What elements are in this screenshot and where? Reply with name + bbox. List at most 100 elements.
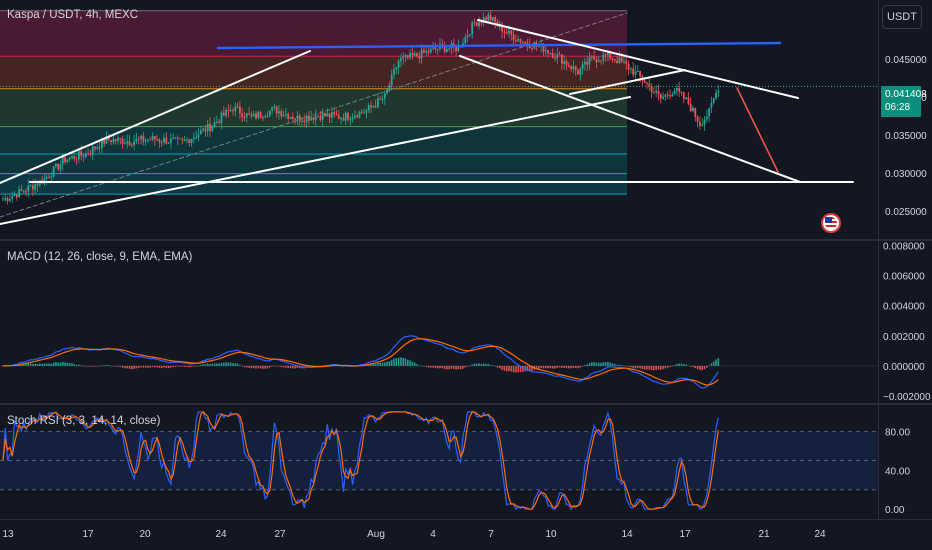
candle-body <box>517 39 520 41</box>
candle-body <box>623 61 625 63</box>
candle-body <box>188 139 191 143</box>
candle-body <box>124 143 126 145</box>
candle-body <box>317 116 319 118</box>
candle-body <box>427 51 430 53</box>
macd-histogram-bar <box>545 365 547 369</box>
macd-histogram-bar <box>717 358 720 366</box>
macd-histogram-bar <box>459 365 462 370</box>
macd-histogram-bar <box>634 365 637 369</box>
macd-histogram-bar <box>133 365 135 369</box>
time-axis-tick: 24 <box>215 529 227 540</box>
candle-body <box>107 136 110 140</box>
macd-histogram-bar <box>193 365 195 367</box>
candle-body <box>710 102 713 108</box>
candle-body <box>266 116 269 118</box>
candle-body <box>245 113 248 118</box>
candle-body <box>170 138 172 143</box>
candle-body <box>487 14 490 21</box>
pane-separator-1[interactable] <box>0 239 932 241</box>
macd-histogram-bar <box>39 363 41 366</box>
macd-histogram-bar <box>27 363 30 366</box>
candle-body <box>475 22 478 27</box>
candle-body <box>103 138 106 144</box>
macd-histogram-bar <box>273 365 276 367</box>
candle-body <box>98 147 101 149</box>
candle-body <box>377 98 379 108</box>
candle-body <box>358 111 361 118</box>
candle-body <box>167 142 170 144</box>
price-axis-tick: 0.035000 <box>885 131 927 142</box>
candle-body <box>611 58 614 60</box>
signal-line <box>2 338 719 386</box>
stoch-d-line <box>2 411 719 510</box>
uptrend-channel-lower <box>0 96 631 225</box>
candle-body <box>648 83 651 86</box>
candle-body <box>75 158 78 160</box>
candle-body <box>554 57 556 59</box>
macd-histogram-bar <box>522 365 524 372</box>
candle-body <box>390 74 393 86</box>
candle-body <box>586 61 589 65</box>
macd-histogram-bar <box>393 358 395 366</box>
currency-button[interactable]: USDT <box>882 5 922 29</box>
candle-body <box>181 139 184 141</box>
macd-histogram-bar <box>517 365 519 373</box>
macd-histogram-bar <box>338 365 340 367</box>
macd-histogram-bar <box>418 365 421 367</box>
macd-histogram-bar <box>135 365 138 369</box>
candle-body <box>365 110 368 113</box>
macd-histogram-bar <box>473 363 476 366</box>
candle-body <box>232 109 234 112</box>
candle-body <box>324 113 326 117</box>
candle-body <box>294 118 296 120</box>
macd-histogram-bar <box>678 363 680 366</box>
candle-body <box>466 35 469 37</box>
macd-histogram-bar <box>78 364 80 366</box>
candle-body <box>416 53 418 57</box>
macd-histogram-bar <box>395 358 398 366</box>
macd-histogram-bar <box>446 365 448 370</box>
macd-histogram-bar <box>388 361 391 366</box>
macd-histogram-bar <box>384 362 386 366</box>
macd-histogram-bar <box>397 357 400 366</box>
candle-body <box>528 44 531 49</box>
macd-histogram-bar <box>128 365 131 369</box>
macd-histogram-bar <box>715 359 717 366</box>
trendline-drawings[interactable] <box>0 12 854 225</box>
fib-zone-1 <box>0 56 627 89</box>
descending-channel-lower <box>459 55 801 183</box>
macd-histogram-bar <box>105 364 108 366</box>
macd-histogram-bar <box>602 362 605 366</box>
macd-histogram-bar <box>570 365 572 369</box>
fib-zone-4 <box>0 173 627 195</box>
macd-histogram-bar <box>409 360 411 366</box>
us-flag-event-icon[interactable] <box>821 213 841 233</box>
pane-separator-2[interactable] <box>0 403 932 405</box>
candle-body <box>685 97 687 100</box>
macd-histogram-bar <box>466 365 469 367</box>
macd-histogram-bar <box>485 364 487 366</box>
candle-body <box>393 69 395 75</box>
macd-histogram-bar <box>91 365 94 367</box>
candle-body <box>360 111 363 113</box>
candle-body <box>222 112 225 116</box>
candle-body <box>494 17 497 22</box>
candle-body <box>151 135 154 140</box>
macd-histogram-bar <box>425 365 427 367</box>
candle-body <box>183 139 186 141</box>
candle-body <box>480 21 483 23</box>
macd-histogram-bar <box>710 363 713 366</box>
wedge-line <box>569 69 686 95</box>
candle-body <box>312 117 315 120</box>
macd-histogram-bar <box>142 365 145 368</box>
macd-histogram-bar <box>32 363 34 366</box>
candle-body <box>32 185 34 190</box>
macd-histogram-bar <box>64 362 66 366</box>
macd-histogram-bar <box>29 363 32 366</box>
candle-body <box>252 113 255 117</box>
macd-histogram-bar <box>411 361 414 366</box>
candle-body <box>678 87 681 92</box>
macd-histogram-bar <box>137 365 140 368</box>
candle-body <box>379 98 382 100</box>
